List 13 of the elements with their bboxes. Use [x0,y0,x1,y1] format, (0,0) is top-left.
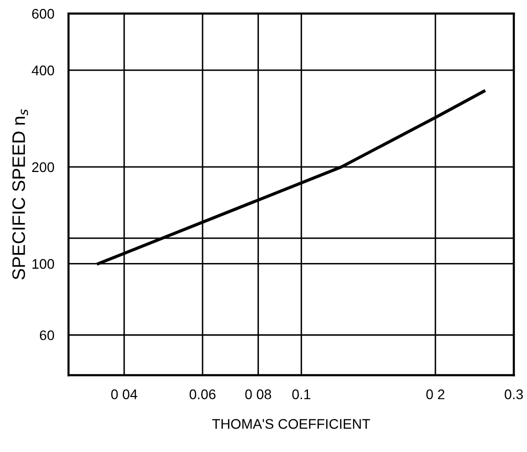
y-tick-label: 100 [32,259,54,269]
x-tick-label: 0 04 [111,389,138,400]
y-axis-title: SPECIFIC SPEED n$_{s}$ [12,109,28,280]
x-axis-title: THOMA'S COEFFICIENT [212,419,370,429]
y-tick-label: 200 [32,162,54,172]
x-tick-label: 0.1 [292,389,310,400]
y-tick-label: 600 [32,8,54,19]
y-tick-label: 400 [32,65,54,76]
x-tick-label: 0 2 [426,389,444,400]
x-tick-label: 0.06 [190,389,216,400]
x-tick-label: 0.3 [504,389,523,400]
x-tick-label: 0 08 [245,389,272,400]
y-tick-label: 60 [40,330,54,340]
